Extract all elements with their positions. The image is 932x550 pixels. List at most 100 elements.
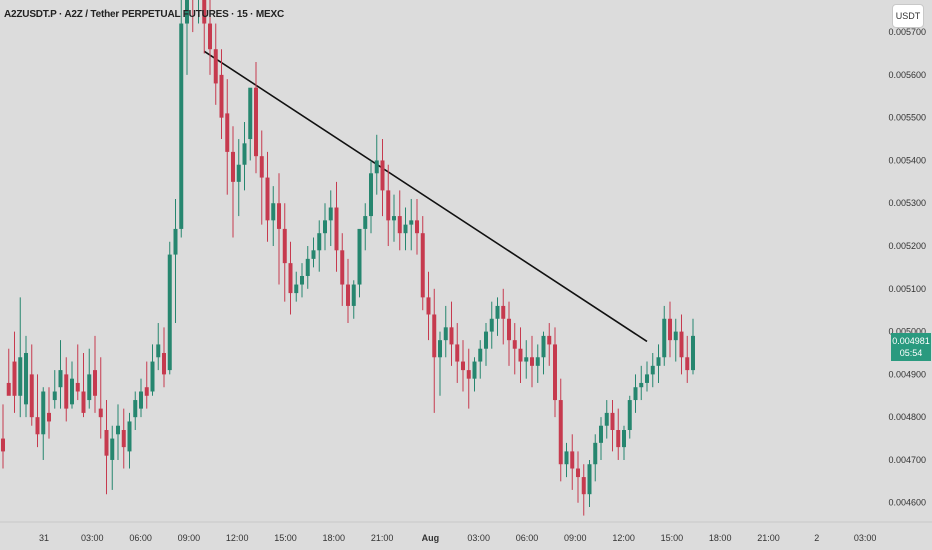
candle-down [334,207,339,251]
candle-down [231,151,235,182]
candle-down [35,417,40,435]
candle-up [374,160,379,174]
candle-down [581,477,586,495]
candle-up [18,357,23,396]
x-tick-label: 09:00 [564,533,587,543]
last-price: 0.004981 [892,336,930,346]
candle-down [530,357,534,366]
currency-unit-button[interactable]: USDT [892,4,924,28]
candle-down [518,348,523,362]
candle-up [248,87,253,140]
candle-down [415,220,419,234]
descending-trendline[interactable] [203,50,648,343]
candle-up [622,430,626,448]
x-tick-label: Aug [422,533,440,543]
candle-down [346,284,350,306]
candle-up [564,451,569,465]
candle-down [449,327,454,345]
candle-up [150,361,155,392]
candle-up [139,391,143,409]
candle-up [242,143,247,165]
candle-up [87,374,92,401]
x-tick-label: 18:00 [323,533,346,543]
x-tick-label: 21:00 [371,533,394,543]
candle-up [70,378,74,405]
time-scale[interactable]: 31 03:00 06:00 09:00 12:00 15:00 18:00 21:00 Aug… [39,533,876,543]
price-scale[interactable]: 0.005700 0.005600 0.005500 0.005400 0.005300… [888,27,926,508]
candle-up [604,412,609,426]
candle-down [254,87,258,157]
candle-up [587,464,592,495]
candle-up [639,382,644,388]
x-tick-label: 03:00 [81,533,104,543]
candle-up [52,391,57,401]
candle-down [12,361,17,396]
candle-up [236,164,241,182]
candle-up [305,258,310,276]
candle-down [277,203,281,229]
candle-down [432,314,437,358]
candle-down [288,263,293,294]
candle-up [173,228,178,255]
candle-up [24,352,28,405]
y-tick-label: 0.005300 [888,198,926,208]
candle-down [610,412,615,431]
candle-up [357,228,362,285]
y-tick-label: 0.005500 [888,113,926,123]
candle-up [156,344,161,358]
candle-up [593,442,598,465]
y-tick-label: 0.004700 [888,455,926,465]
candles-layer [1,0,695,516]
candle-up [633,387,638,401]
candle-down [547,335,552,345]
candle-down [668,318,672,341]
candle-up [535,357,540,366]
candle-up [627,400,632,431]
candle-down [144,387,149,396]
candle-up [409,220,414,225]
x-tick-label: 06:00 [129,533,152,543]
candle-down [570,451,575,469]
candle-up [185,0,189,24]
x-tick-label: 31 [39,533,49,543]
candle-down [616,430,621,448]
candle-down [259,156,264,178]
candle-up [41,391,46,435]
candle-down [512,340,517,349]
candle-down [340,250,345,285]
candle-down [455,344,460,362]
candle-up [656,357,661,366]
candle-up [599,425,603,443]
bar-countdown: 05:54 [899,348,923,358]
x-tick-label: 2 [814,533,819,543]
y-tick-label: 0.005000 [888,327,926,337]
candle-down [558,400,563,465]
candle-up [311,250,316,259]
x-tick-label: 03:00 [467,533,490,543]
candle-up [541,335,546,358]
candle-up [495,305,500,319]
candle-up [662,318,667,358]
x-tick-label: 15:00 [274,533,297,543]
x-tick-label: 12:00 [226,533,249,543]
candle-up [328,207,333,221]
candle-up [167,254,172,371]
candle-up [133,400,138,418]
candle-up [271,203,276,221]
candle-down [6,382,11,396]
candle-down [466,370,471,379]
candle-up [300,275,304,285]
candle-down [685,357,690,371]
y-tick-label: 0.005100 [888,284,926,294]
candle-down [282,228,287,264]
candle-up [127,421,132,452]
candle-down [93,370,97,396]
candle-up [650,365,655,375]
x-tick-label: 06:00 [516,533,539,543]
candle-down [507,318,511,341]
y-tick-label: 0.004600 [888,498,926,508]
candle-down [225,113,230,152]
y-tick-label: 0.004800 [888,412,926,422]
candle-down [81,391,86,413]
